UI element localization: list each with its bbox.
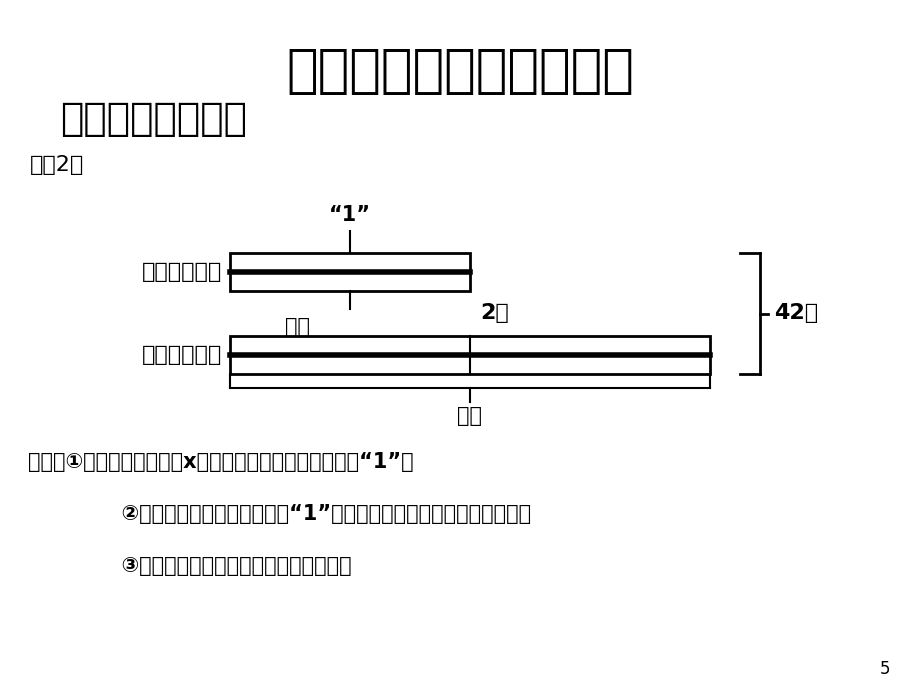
Text: 下半场得分：: 下半场得分： [142, 262, 221, 282]
Text: ？分: ？分 [457, 406, 482, 426]
Bar [230, 336, 709, 374]
Text: 42分: 42分 [773, 304, 817, 324]
Text: 5: 5 [879, 660, 889, 678]
Text: 问题：①如果设下半场得了x分，那么我们把谁看作是单位“1”？: 问题：①如果设下半场得了x分，那么我们把谁看作是单位“1”？ [28, 452, 414, 472]
Text: （二）分析与解答: （二）分析与解答 [60, 100, 246, 138]
Text: 上半场得分：: 上半场得分： [142, 345, 221, 365]
Text: ？分: ？分 [284, 317, 310, 337]
Text: 2倍: 2倍 [480, 304, 508, 324]
Text: 预设2：: 预设2： [30, 155, 85, 175]
Bar [230, 253, 470, 291]
Text: “1”: “1” [329, 205, 370, 225]
Text: 二、引入情境，探究新知: 二、引入情境，探究新知 [286, 45, 633, 97]
Text: ③应该怎样设未知数？说说你列的方程。: ③应该怎样设未知数？说说你列的方程。 [78, 556, 351, 576]
Text: ②如果把下半场得分看作单位“1”，那么上半场得分是下半场的几倍？: ②如果把下半场得分看作单位“1”，那么上半场得分是下半场的几倍？ [78, 504, 530, 524]
